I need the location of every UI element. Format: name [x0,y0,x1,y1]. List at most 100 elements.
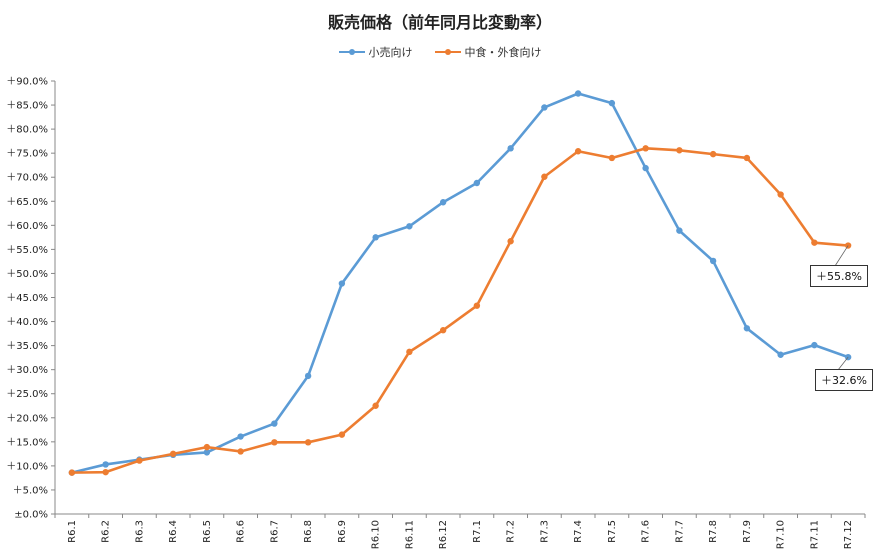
x-tick-label: R7.3 [539,520,550,543]
series-point-1 [811,239,818,246]
series-point-0 [541,104,548,111]
x-tick-label: R6.2 [101,520,112,543]
x-tick-label: R7.9 [742,520,753,543]
series-point-0 [574,90,582,97]
series-point-1 [169,450,177,458]
series-point-0 [237,433,244,440]
series-point-1 [102,468,109,476]
x-tick-label: R6.6 [236,520,247,543]
series-point-0 [406,223,413,230]
x-tick-label: R7.5 [607,520,618,543]
y-tick-label: ＋25.0% [6,389,48,400]
series-point-0 [304,372,312,380]
y-tick-label: ＋35.0% [6,341,48,352]
series-point-1 [271,439,278,446]
y-tick-label: ＋65.0% [6,197,48,208]
x-tick-label: R7.1 [472,520,483,543]
y-tick-label: ＋20.0% [6,413,48,424]
x-tick-label: R6.5 [202,520,213,543]
x-tick-label: R6.8 [303,520,314,543]
y-tick-label: ＋80.0% [6,125,48,136]
series-point-0 [102,461,109,468]
x-tick-label: R7.2 [506,520,517,543]
y-tick-label: ＋5.0% [13,485,48,496]
y-tick-label: ＋30.0% [6,365,48,376]
series-point-1 [372,402,379,409]
series-point-1 [676,147,683,154]
legend-swatch-retail [338,47,365,57]
legend-label-foodservice: 中食・外食向け [464,46,542,59]
series-point-0 [608,99,616,107]
legend-swatch-foodservice [434,47,461,57]
series-point-1 [136,457,143,464]
x-tick-label: R6.9 [337,520,348,543]
series-point-0 [338,280,346,287]
x-tick-label: R7.4 [573,520,584,543]
series-point-1 [574,148,582,155]
series-point-0 [473,179,481,187]
y-tick-label: ＋40.0% [6,317,48,328]
series-line-0 [71,92,849,474]
series-point-0 [777,351,784,358]
x-tick-label: R6.3 [134,520,145,543]
legend-item-retail: 小売向け [338,44,413,60]
y-tick-label: ＋45.0% [6,293,48,304]
series-point-0 [642,164,649,172]
series-point-1 [777,191,784,198]
x-tick-label: R7.10 [776,520,787,549]
series-point-0 [709,257,717,265]
x-tick-label: R6.11 [404,520,415,549]
series-point-0 [811,341,818,349]
y-tick-label: ＋85.0% [6,101,48,112]
x-tick-label: R7.12 [843,520,854,549]
y-tick-label: ＋15.0% [6,437,48,448]
x-tick-label: R7.11 [809,520,820,549]
series-point-1 [507,238,514,245]
series-point-0 [507,145,514,152]
series-line-1 [71,147,849,474]
series-point-1 [338,431,346,438]
series-point-1 [304,439,312,446]
y-tick-label: ＋60.0% [6,221,48,232]
series-point-1 [642,145,649,152]
series-point-0 [271,420,278,427]
series-point-1 [406,348,413,356]
series-point-1 [237,448,244,455]
series-point-0 [372,234,379,241]
series-point-1 [709,150,717,158]
y-tick-label: ＋50.0% [6,269,48,280]
legend-label-retail: 小売向け [368,46,413,59]
series-point-0 [439,199,447,206]
chart-title: 販売価格（前年同月比変動率） [327,13,552,32]
callout-leader-retail [837,356,849,371]
series-point-1 [203,443,211,451]
series-point-1 [541,173,548,180]
y-tick-label: ＋10.0% [6,461,48,472]
x-tick-label: R6.4 [168,520,179,543]
series-point-1 [743,154,751,162]
y-tick-label: ＋90.0% [6,77,48,88]
x-tick-label: R7.6 [641,520,652,543]
callout-foodservice-last: ＋55.8% [810,265,868,287]
x-tick-label: R6.12 [438,520,449,549]
series-point-1 [439,327,447,334]
y-tick-label: ＋75.0% [6,149,48,160]
y-tick-label: ＋70.0% [6,173,48,184]
series-point-1 [608,154,616,162]
series-point-1 [473,302,481,309]
x-tick-label: R6.10 [371,520,382,549]
callout-leader-foodservice [834,245,849,267]
x-tick-label: R6.1 [67,520,78,543]
x-tick-label: R7.7 [674,520,685,543]
series-point-0 [676,227,683,234]
callout-retail-last: ＋32.6% [815,369,873,391]
series-point-1 [68,469,76,476]
series-point-0 [203,449,211,456]
legend: 小売向け 中食・外食向け [0,44,880,60]
x-tick-label: R6.7 [269,520,280,543]
y-tick-label: ＋55.0% [6,245,48,256]
legend-item-foodservice: 中食・外食向け [434,44,542,60]
y-tick-label: ±0.0% [14,510,48,521]
x-tick-label: R7.8 [708,520,719,543]
